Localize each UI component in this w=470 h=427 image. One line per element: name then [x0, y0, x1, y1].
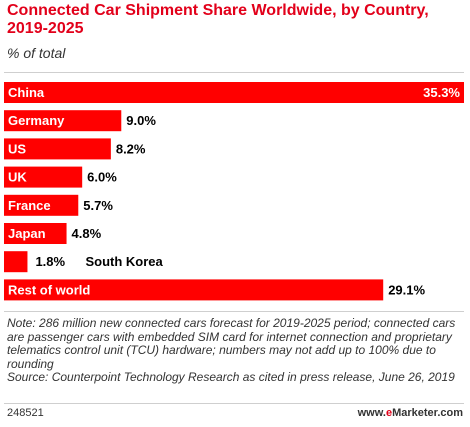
bar-france	[4, 194, 79, 216]
chart-id: 248521	[7, 407, 44, 419]
category-label-uk: UK	[8, 170, 27, 185]
bar-rest-of-world	[4, 279, 384, 301]
bar-uk	[4, 166, 83, 188]
brand-logo: www.eMarketer.com	[357, 407, 463, 419]
value-label-rest-of-world: 29.1%	[388, 282, 425, 297]
bar-south-korea	[4, 251, 28, 273]
footer-divider	[4, 403, 464, 404]
chart-title: Connected Car Shipment Share Worldwide, …	[7, 2, 429, 37]
category-label-germany: Germany	[8, 113, 65, 128]
bar-china	[4, 82, 464, 103]
bar-germany	[4, 110, 122, 132]
category-label-china: China	[8, 85, 45, 100]
source-text: Source: Counterpoint Technology Research…	[7, 370, 455, 384]
bar-japan	[4, 223, 67, 244]
value-label-china: 35.3%	[423, 85, 460, 100]
bar-us	[4, 138, 111, 160]
value-label-japan: 4.8%	[72, 226, 102, 241]
chart-note: Note: 286 million new connected cars for…	[7, 316, 463, 385]
category-label-us: US	[8, 141, 26, 156]
category-label-rest-of-world: Rest of world	[8, 282, 90, 297]
value-label-south-korea: 1.8%	[35, 254, 65, 269]
chart-subtitle: % of total	[7, 45, 66, 61]
category-label-south-korea: South Korea	[85, 254, 163, 269]
value-label-germany: 9.0%	[126, 113, 156, 128]
note-text: Note: 286 million new connected cars for…	[7, 316, 456, 371]
value-label-us: 8.2%	[116, 141, 146, 156]
category-label-japan: Japan	[8, 226, 46, 241]
value-label-france: 5.7%	[83, 198, 113, 213]
footer: 248521 www.eMarketer.com	[7, 407, 463, 421]
value-label-uk: 6.0%	[87, 170, 117, 185]
category-label-france: France	[8, 198, 51, 213]
bottom-divider	[4, 311, 464, 312]
top-divider	[4, 72, 464, 73]
bar-chart: China 35.3% Germany 9.0% US 8.2% UK 6.0% France 5…	[4, 82, 464, 301]
